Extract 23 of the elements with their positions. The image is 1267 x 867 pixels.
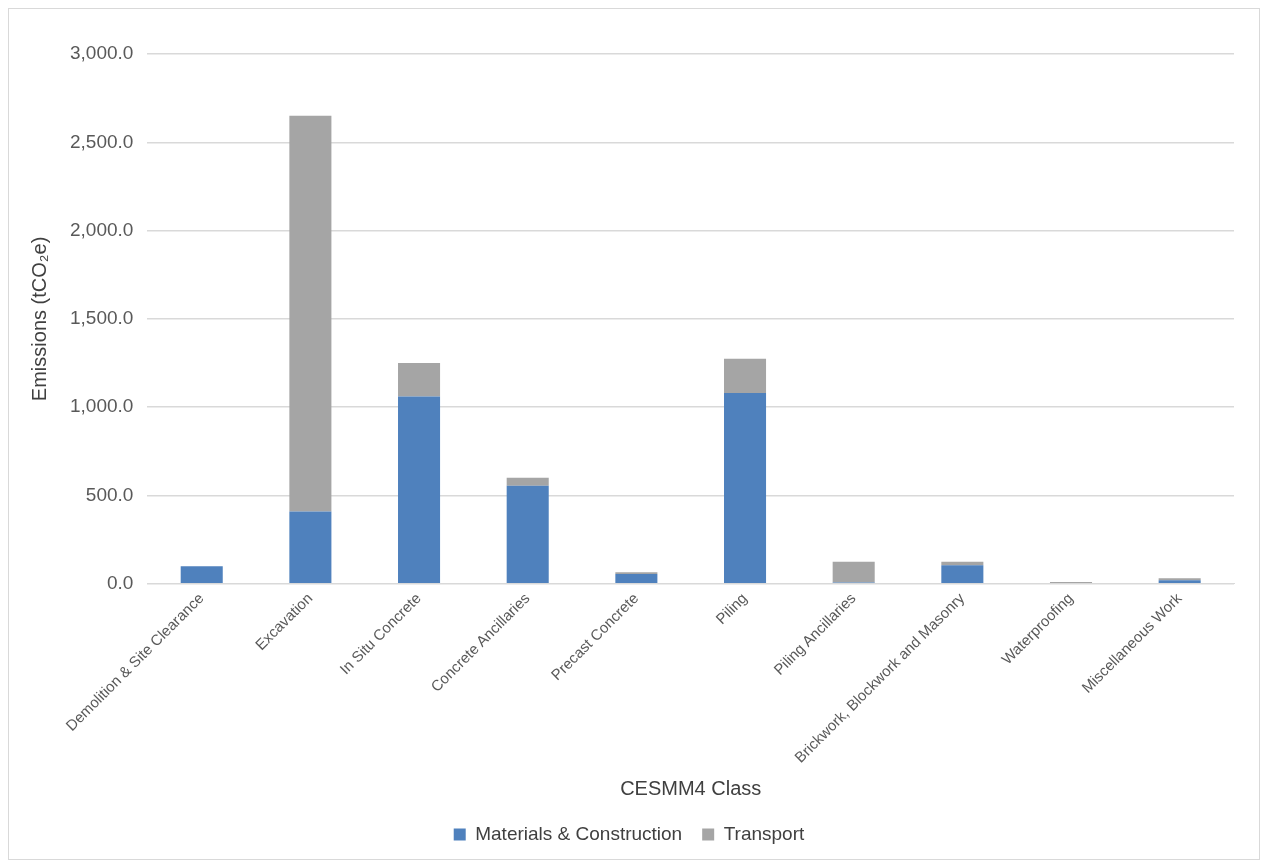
bar	[180, 566, 223, 584]
bar	[398, 396, 441, 584]
y-tick-label: 3,000.0	[69, 42, 134, 64]
bar	[941, 565, 984, 584]
y-axis-title: Emissions (tCO₂e)	[27, 236, 50, 402]
bar	[615, 574, 658, 584]
legend-label: Materials & Construction	[475, 822, 683, 844]
x-axis-title: CESMM4 Class	[620, 776, 762, 799]
y-tick-label: 0.0	[106, 572, 134, 594]
legend-label: Transport	[723, 822, 806, 844]
bar	[832, 561, 875, 583]
y-tick-label: 500.0	[85, 483, 134, 505]
y-tick-label: 2,000.0	[69, 218, 134, 240]
bar	[289, 115, 332, 512]
y-tick-label: 1,500.0	[69, 307, 134, 329]
y-tick-label: 2,500.0	[69, 130, 134, 152]
y-tick-label: 1,000.0	[69, 395, 134, 417]
bar	[506, 477, 549, 486]
bar	[724, 358, 767, 394]
bar	[506, 485, 549, 584]
bar	[289, 511, 332, 584]
bar	[724, 393, 767, 584]
bar	[398, 363, 441, 397]
